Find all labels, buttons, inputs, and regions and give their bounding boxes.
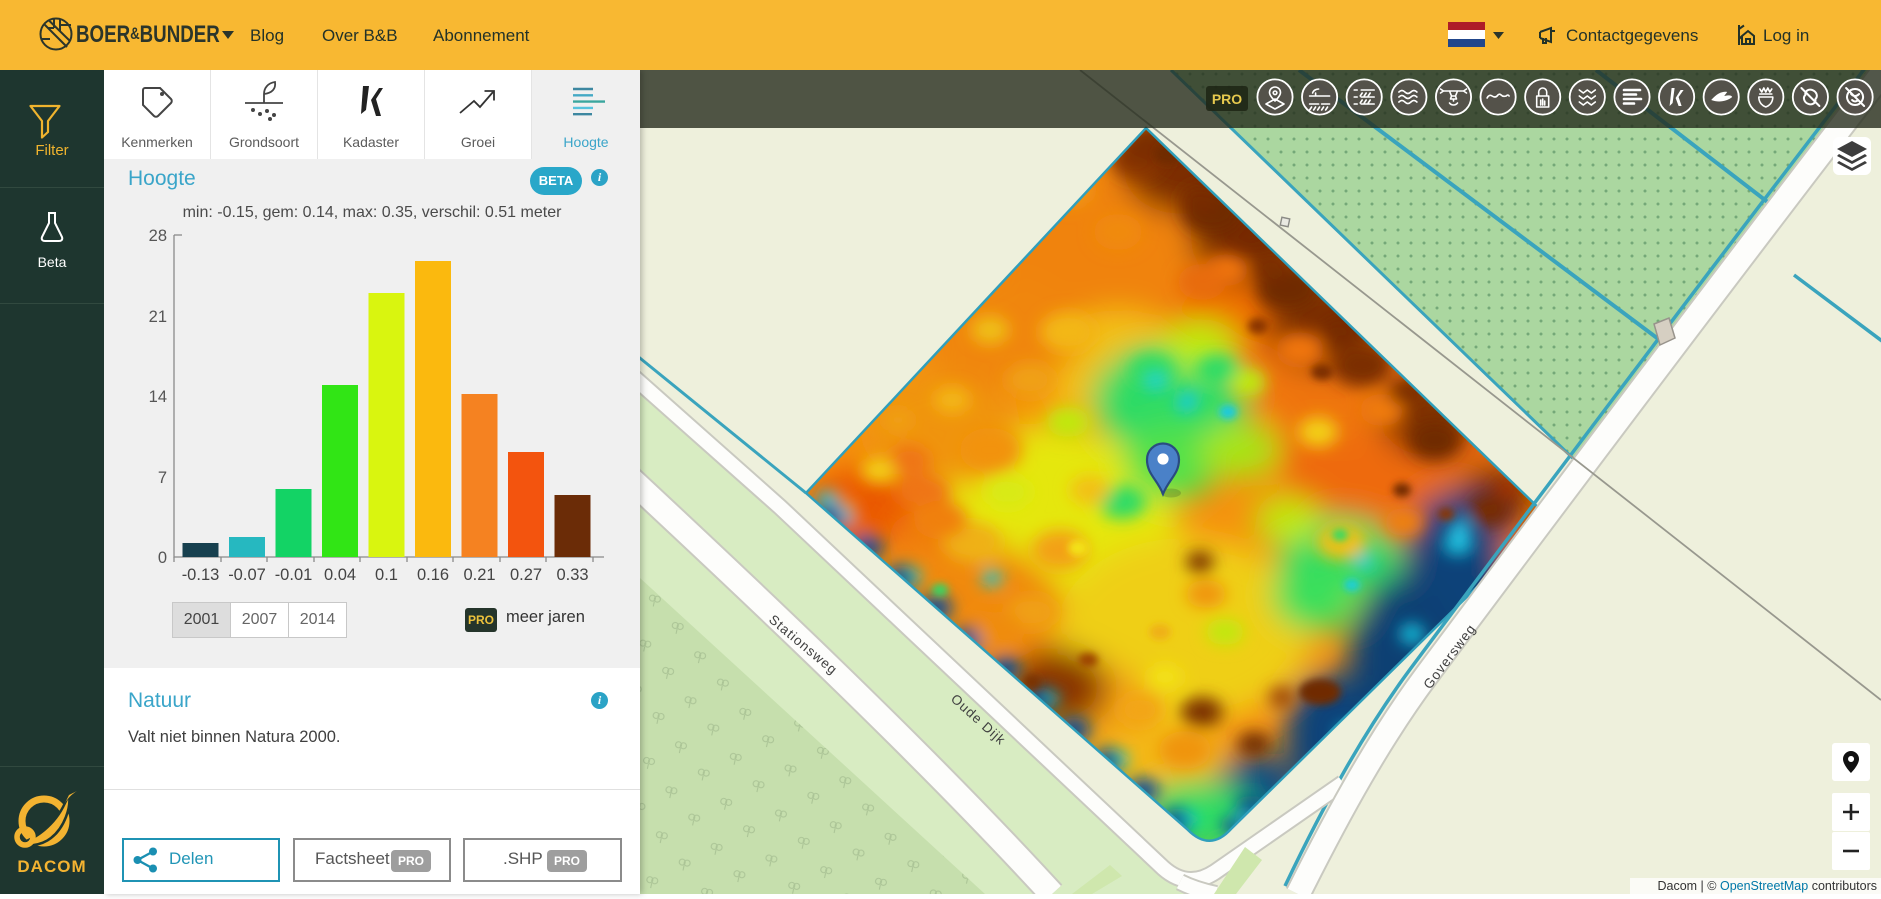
svg-text:14: 14 — [149, 388, 167, 406]
svg-text:28: 28 — [149, 228, 167, 245]
svg-text:21: 21 — [149, 308, 167, 326]
svg-text:-0.07: -0.07 — [228, 566, 266, 584]
svg-text:0.1: 0.1 — [375, 566, 398, 584]
svg-text:-0.13: -0.13 — [182, 566, 220, 584]
svg-text:0.04: 0.04 — [324, 566, 356, 584]
svg-text:-0.01: -0.01 — [275, 566, 313, 584]
svg-text:0.16: 0.16 — [417, 566, 449, 584]
svg-text:PRO: PRO — [1212, 91, 1242, 107]
svg-text:Dacom | © OpenStreetMap contri: Dacom | © OpenStreetMap contributors — [1657, 879, 1877, 893]
svg-text:7: 7 — [158, 469, 167, 487]
svg-text:0.33: 0.33 — [556, 566, 588, 584]
svg-text:0.27: 0.27 — [510, 566, 542, 584]
svg-text:0.21: 0.21 — [463, 566, 495, 584]
svg-text:0: 0 — [158, 549, 167, 567]
